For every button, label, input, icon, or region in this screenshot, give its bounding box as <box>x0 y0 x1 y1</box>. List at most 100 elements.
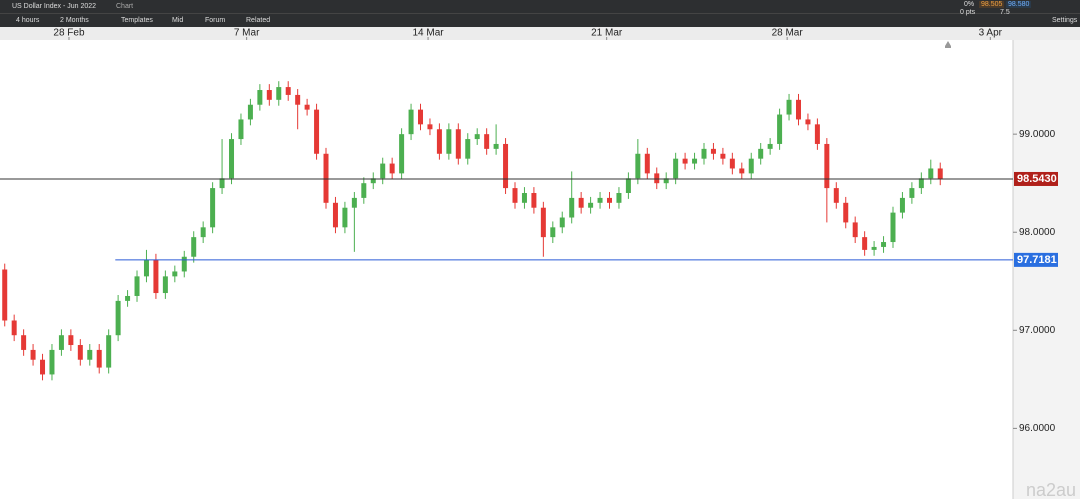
candle-body <box>881 242 887 247</box>
candle-body <box>11 320 17 336</box>
candle-body <box>625 178 631 193</box>
candle-body <box>323 153 329 203</box>
instrument[interactable]: US Dollar Index - Jun 2022 <box>12 3 97 10</box>
candle-body <box>370 178 376 184</box>
separator <box>0 13 1080 14</box>
candle-body <box>380 163 386 179</box>
related[interactable]: Related <box>246 17 271 24</box>
candle-body <box>644 153 650 174</box>
chart: na2au 28 Feb 7 Mar 14 Mar 21 Mar 28 Mar 3 Apr… <box>0 27 1080 499</box>
date-axis <box>0 27 1080 40</box>
y-tick-label: 97.0000 <box>1019 325 1056 336</box>
candle-body <box>871 246 877 250</box>
candle-body <box>399 134 405 174</box>
candle-body <box>210 188 216 228</box>
candle-body <box>247 104 253 120</box>
candle-body <box>493 143 499 149</box>
candle-body <box>30 349 36 360</box>
candle-body <box>635 153 641 179</box>
x-tick-label: 7 Mar <box>234 28 260 39</box>
candle-body <box>597 197 603 203</box>
candle-body <box>795 99 801 120</box>
candle-body <box>739 168 745 174</box>
price-label-box <box>1014 171 1058 186</box>
candle-body <box>162 276 168 294</box>
candle-body <box>96 349 102 368</box>
candle-body <box>304 104 310 110</box>
candle-body <box>191 237 197 257</box>
candle-body <box>266 90 272 100</box>
x-tick-label: 28 Feb <box>53 28 85 39</box>
ask[interactable]: 98.580 <box>1006 1 1032 8</box>
y-tick-label: 99.0000 <box>1019 129 1056 140</box>
candle-body <box>389 163 395 174</box>
candle-body <box>49 349 55 375</box>
candle-body <box>474 134 480 140</box>
bid[interactable]: 98.505 <box>979 1 1005 8</box>
candle-body <box>418 109 424 125</box>
candle-body <box>446 129 452 154</box>
candle-body <box>692 158 698 164</box>
price-axis <box>1013 40 1080 499</box>
candle-body <box>833 188 839 203</box>
candle-body <box>503 143 509 189</box>
change-pct: 0% <box>964 1 975 8</box>
x-tick-label: 21 Mar <box>591 28 623 39</box>
spread: 7.5 <box>1000 9 1010 16</box>
candle-body <box>427 124 433 130</box>
candle-body <box>465 139 471 159</box>
candle-body <box>824 143 830 189</box>
candle-body <box>814 124 820 144</box>
candle-body <box>918 178 924 189</box>
watermark: na2au <box>1026 480 1076 499</box>
candle-body <box>77 345 83 360</box>
candle-body <box>805 119 811 125</box>
candle-body <box>890 212 896 243</box>
candle-body <box>484 134 490 149</box>
price-label: 98.5430 <box>1017 173 1057 185</box>
candle-body <box>578 197 584 208</box>
candle-body <box>58 335 64 350</box>
candle-body <box>285 87 291 95</box>
candle-body <box>748 158 754 174</box>
candle-body <box>68 335 74 346</box>
candle-body <box>654 173 660 184</box>
candle-body <box>436 129 442 154</box>
range[interactable]: 2 Months <box>60 17 89 24</box>
price-label: 97.7181 <box>1017 254 1057 266</box>
candle-body <box>512 188 518 203</box>
candle-body <box>314 109 320 154</box>
candle-body <box>21 335 27 350</box>
candle-body <box>767 143 773 149</box>
candle-body <box>295 94 301 105</box>
candle-body <box>332 202 338 228</box>
candle-body <box>758 148 764 159</box>
candle-body <box>40 359 46 375</box>
candle-body <box>342 207 348 228</box>
candle-body <box>134 276 140 296</box>
candle-body <box>229 139 235 179</box>
candle-body <box>569 197 575 218</box>
candle-body <box>616 193 622 203</box>
candle-body <box>909 188 915 198</box>
candle-body <box>786 99 792 115</box>
candle-body <box>588 202 594 208</box>
candle-body <box>928 168 934 179</box>
forum[interactable]: Forum <box>205 17 226 24</box>
candle-body <box>559 217 565 228</box>
settings[interactable]: Settings <box>1052 17 1078 24</box>
candle-body <box>238 119 244 140</box>
candle-body <box>710 148 716 154</box>
candle-body <box>673 158 679 179</box>
candle-body <box>531 193 537 208</box>
candle-body <box>125 295 131 301</box>
price-mode[interactable]: Mid <box>172 17 184 24</box>
candle-body <box>720 153 726 159</box>
interval[interactable]: 4 hours <box>16 17 40 24</box>
templates[interactable]: Templates <box>121 17 153 24</box>
change-pts: 0 pts <box>960 9 976 16</box>
candle-body <box>408 109 414 135</box>
candle-body <box>106 335 112 368</box>
tab[interactable]: Chart <box>116 3 134 10</box>
